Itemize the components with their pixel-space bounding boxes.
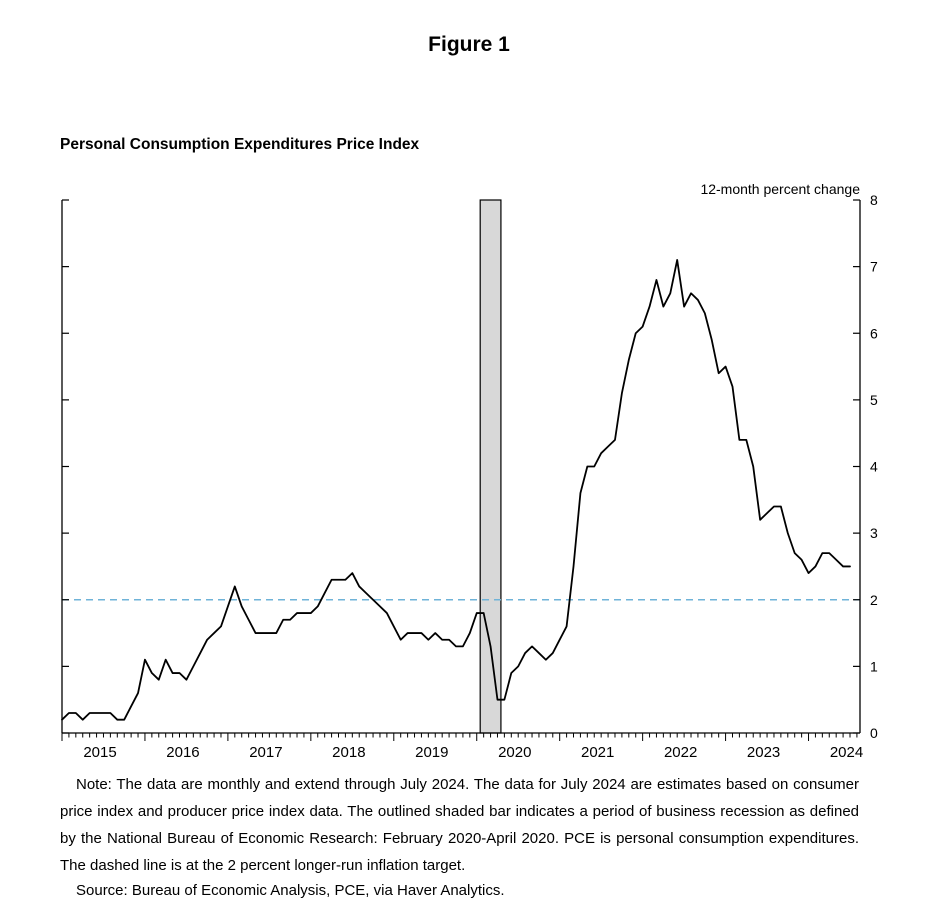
figure-label: Figure 1 [428, 33, 510, 56]
x-tick-label: 2024 [830, 744, 863, 761]
figure-note: Note: The data are monthly and extend th… [60, 776, 859, 874]
x-tick-label: 2023 [747, 744, 780, 761]
y-tick-label: 7 [870, 259, 878, 275]
x-tick-label: 2019 [415, 744, 448, 761]
figure-source: Source: Bureau of Economic Analysis, PCE… [76, 882, 505, 899]
y-tick-label: 2 [870, 592, 878, 608]
chart-title: Personal Consumption Expenditures Price … [60, 136, 420, 153]
x-tick-label: 2016 [166, 744, 199, 761]
x-tick-label: 2021 [581, 744, 614, 761]
y-tick-label: 0 [870, 725, 878, 741]
x-tick-label: 2020 [498, 744, 531, 761]
axis-unit-label: 12-month percent change [700, 181, 860, 197]
y-tick-label: 1 [870, 658, 878, 674]
x-tick-label: 2022 [664, 744, 697, 761]
y-tick-label: 5 [870, 392, 878, 408]
y-tick-label: 8 [870, 192, 878, 208]
x-tick-label: 2015 [83, 744, 116, 761]
pce-line-chart: 0 1 2 3 4 5 6 7 8 2015 2016 2017 2018 2019 2020 2021 202… [61, 192, 878, 761]
x-tick-label: 2018 [332, 744, 365, 761]
pce-series-line [61, 259, 851, 721]
x-tick-label: 2017 [249, 744, 282, 761]
y-tick-label: 4 [870, 459, 878, 475]
y-tick-label: 3 [870, 525, 878, 541]
y-tick-label: 6 [870, 325, 878, 341]
